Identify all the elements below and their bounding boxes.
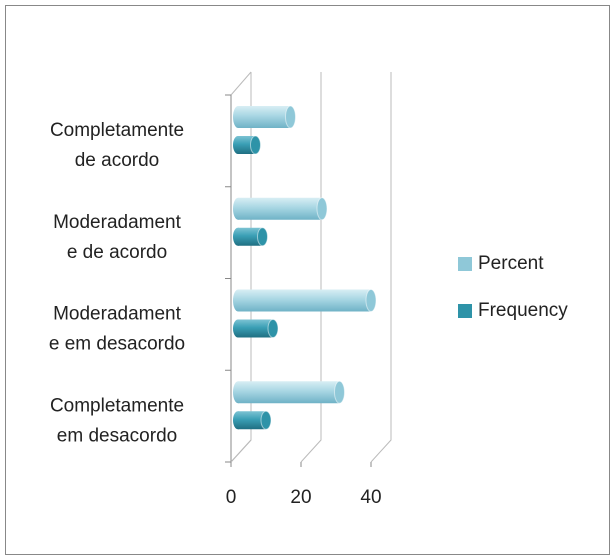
y-tick-label: e de acordo bbox=[67, 242, 167, 263]
bar-part bbox=[334, 380, 345, 404]
x-tick-label: 40 bbox=[360, 487, 381, 508]
bar-part bbox=[238, 381, 340, 404]
bar-part bbox=[365, 289, 377, 312]
bar-part bbox=[250, 135, 261, 155]
legend-swatch bbox=[458, 257, 472, 271]
bar bbox=[233, 380, 345, 404]
bar-part bbox=[238, 227, 263, 246]
y-tick-label: Moderadament bbox=[53, 212, 182, 233]
y-tick-label: em desacordo bbox=[57, 425, 177, 446]
bar-part bbox=[257, 227, 268, 247]
chart-frame bbox=[5, 5, 610, 555]
x-tick-label: 0 bbox=[226, 487, 237, 508]
grid-line bbox=[230, 72, 252, 463]
y-tick-label: Completamente bbox=[50, 120, 184, 141]
bar-part bbox=[238, 197, 322, 220]
grid-line bbox=[300, 72, 322, 463]
bar-part bbox=[238, 411, 266, 430]
bar bbox=[233, 197, 328, 221]
bar bbox=[233, 135, 261, 155]
bar bbox=[233, 227, 268, 247]
bar bbox=[233, 289, 377, 312]
bar bbox=[233, 319, 279, 338]
bar-part bbox=[260, 410, 272, 430]
bar-part bbox=[285, 105, 296, 129]
y-tick-label: Moderadament bbox=[53, 304, 182, 325]
y-tick-label: Completamente bbox=[50, 395, 184, 416]
bar-part bbox=[238, 319, 273, 338]
bar-part bbox=[316, 197, 328, 221]
bar-part bbox=[238, 106, 291, 128]
legend-label: Frequency bbox=[478, 300, 568, 321]
bar bbox=[233, 105, 296, 129]
y-tick-label: e em desacordo bbox=[49, 334, 185, 355]
legend-swatch bbox=[458, 304, 472, 318]
bar-part bbox=[238, 289, 371, 312]
bar-part bbox=[267, 319, 279, 338]
y-tick-label: de acordo bbox=[75, 150, 160, 171]
bar bbox=[233, 410, 272, 430]
x-tick-label: 20 bbox=[290, 487, 311, 508]
grid-line bbox=[370, 72, 392, 463]
legend-label: Percent bbox=[478, 253, 544, 274]
